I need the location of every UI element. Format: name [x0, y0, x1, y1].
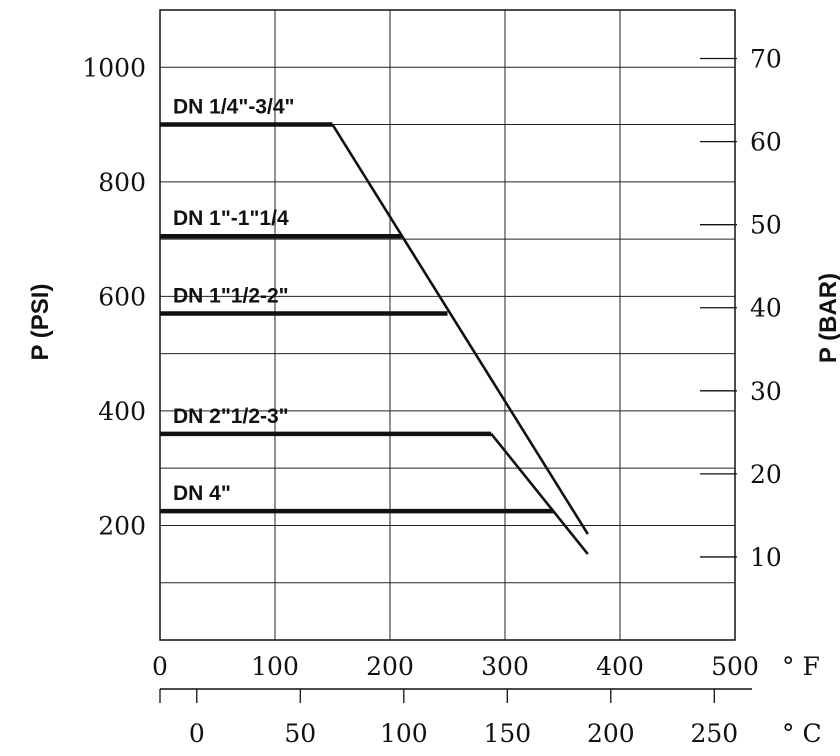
x-tick-label-fahrenheit: 400	[596, 652, 644, 681]
series-label: DN 1"-1"1/4	[173, 207, 289, 230]
series-label: DN 4"	[173, 482, 231, 505]
y-tick-label-psi: 400	[98, 397, 146, 426]
y-tick-label-bar: 30	[750, 377, 782, 406]
y-tick-label-bar: 50	[750, 211, 782, 240]
series-line-slope	[490, 433, 589, 555]
x-tick-label-fahrenheit: 500	[711, 652, 759, 681]
y-axis-title-right: P (BAR)	[815, 273, 840, 363]
series-line-slope	[331, 123, 589, 535]
x-tick-label-celsius: 150	[483, 719, 531, 748]
x-tick-label-fahrenheit: 100	[251, 652, 299, 681]
x-tick-label-celsius: 200	[587, 719, 635, 748]
x-unit-celsius: ° C	[782, 719, 822, 748]
x-tick-label-fahrenheit: 0	[152, 652, 168, 681]
series-labels: DN 1/4"-3/4" DN 1"-1"1/4 DN 1"1/2-2" DN 2"1…	[173, 96, 294, 506]
series-lines	[160, 122, 589, 555]
y-tick-label-psi: 600	[98, 282, 146, 311]
x-tick-label-celsius: 100	[380, 719, 428, 748]
grid	[159, 9, 736, 641]
plot-frame	[159, 9, 736, 641]
series-label: DN 2"1/2-3"	[173, 405, 289, 428]
series-label: DN 1/4"-3/4"	[173, 96, 294, 119]
x-tick-label-celsius: 0	[189, 719, 205, 748]
y-tick-label-bar: 70	[750, 45, 782, 74]
y-tick-label-bar: 60	[750, 128, 782, 157]
y-tick-label-bar: 40	[750, 294, 782, 323]
x-tick-label-celsius: 50	[284, 719, 316, 748]
x-tick-label-celsius: 250	[690, 719, 738, 748]
series-label: DN 1"1/2-2"	[173, 285, 289, 308]
x-tick-label-fahrenheit: 300	[481, 652, 529, 681]
x-unit-fahrenheit: ° F	[782, 652, 820, 681]
y-tick-label-bar: 20	[750, 460, 782, 489]
y-tick-label-psi: 1000	[82, 53, 146, 82]
x-tick-label-fahrenheit: 200	[366, 652, 414, 681]
y-tick-label-psi: 800	[98, 168, 146, 197]
y-tick-label-psi: 200	[98, 511, 146, 540]
y-tick-label-bar: 10	[750, 543, 782, 572]
y-axis-title-left: P (PSI)	[27, 284, 54, 361]
